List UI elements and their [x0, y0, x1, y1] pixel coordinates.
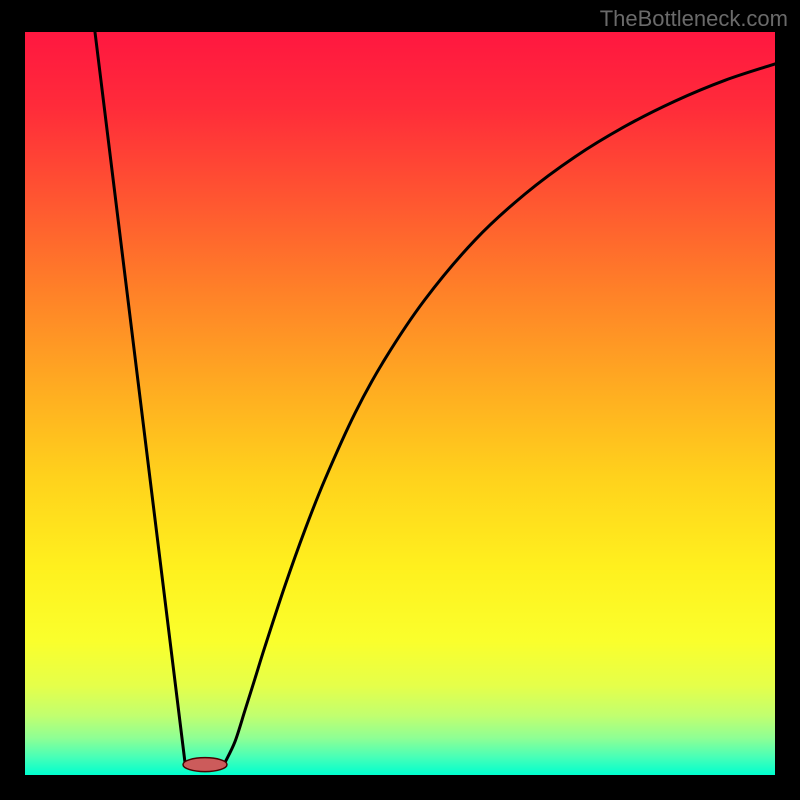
- chart-container: TheBottleneck.com: [0, 0, 800, 800]
- optimal-marker: [183, 758, 227, 772]
- bottleneck-chart: [0, 0, 800, 800]
- watermark-text: TheBottleneck.com: [600, 6, 788, 32]
- chart-plot-area: [25, 32, 775, 775]
